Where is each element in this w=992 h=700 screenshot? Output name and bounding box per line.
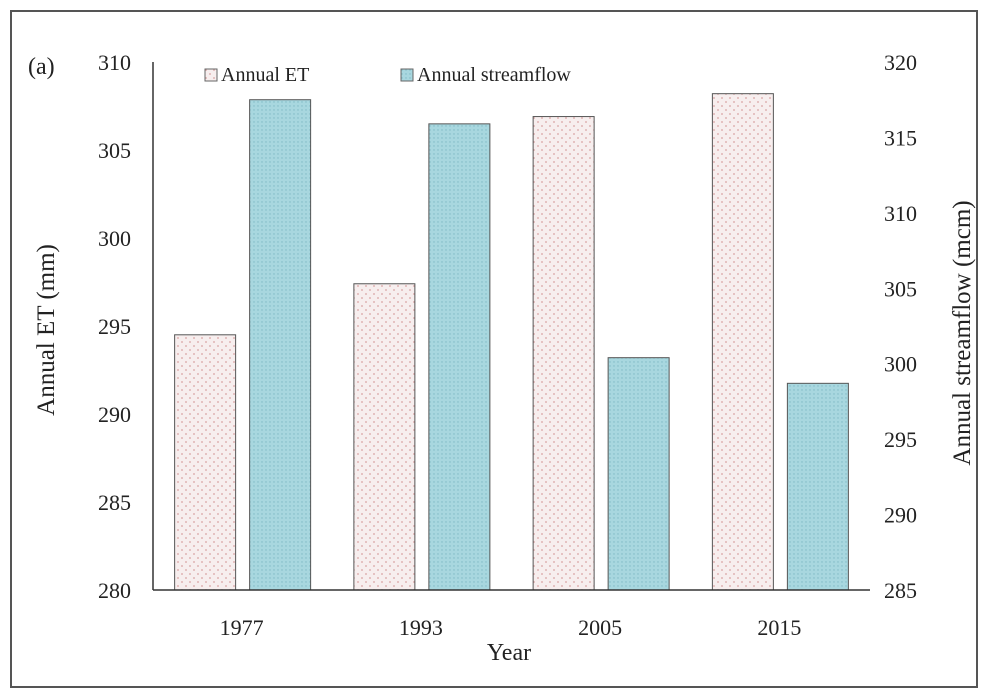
bar-et-1977 [174,334,237,591]
x-tick-1977: 1977 [220,615,264,640]
y-tick-left-3: 295 [98,314,131,339]
y-tick-left-2: 290 [98,402,131,427]
y-tick-left-1: 285 [98,490,131,515]
y-tick-left-5: 305 [98,138,131,163]
bar-streamflow-2005 [607,357,670,591]
y-tick-left-4: 300 [98,226,131,251]
legend-label-et: Annual ET [221,64,309,86]
x-axis-label: Year [487,640,531,666]
x-tick-2005: 2005 [578,615,622,640]
y-tick-left-0: 280 [98,578,131,603]
bar-et-1993 [353,283,416,591]
bar-streamflow-1977 [249,99,312,591]
y-tick-right-0: 285 [884,578,917,603]
legend: Annual ET Annual streamflow [204,64,571,86]
y-tick-left-6: 310 [98,50,131,75]
legend-label-streamflow: Annual streamflow [417,64,571,86]
y-axis-left-label: Annual ET (mm) [33,244,60,416]
x-tick-1993: 1993 [399,615,443,640]
x-tick-2015: 2015 [757,615,801,640]
y-axis-right-label: Annual streamflow (mcm) [949,200,976,465]
legend-swatch-et [204,68,218,82]
bar-et-2005 [532,116,595,591]
y-tick-right-3: 300 [884,352,917,377]
x-tick-labels: 1977 1993 2005 2015 [220,615,802,640]
bars-group [174,93,849,591]
bar-et-2015 [711,93,774,591]
y-tick-right-1: 290 [884,503,917,528]
left-tick-labels: 280 285 290 295 300 305 310 [98,50,131,603]
y-tick-right-2: 295 [884,427,917,452]
y-tick-right-4: 305 [884,276,917,301]
panel-label: (a) [28,54,55,80]
legend-swatch-streamflow [400,68,414,82]
y-tick-right-7: 320 [884,50,917,75]
y-tick-right-5: 310 [884,201,917,226]
bar-streamflow-1993 [428,123,491,591]
y-tick-right-6: 315 [884,125,917,150]
right-tick-labels: 285 290 295 300 305 310 315 320 [884,50,917,603]
bar-streamflow-2015 [786,382,849,591]
